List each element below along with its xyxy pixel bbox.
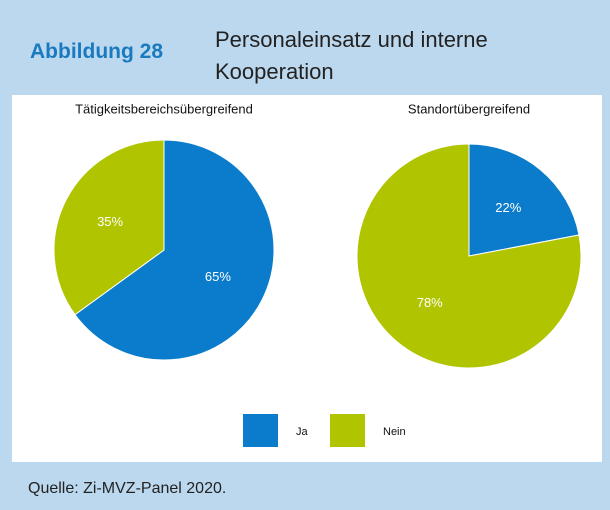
pie-slice — [356, 143, 582, 369]
chart: Tätigkeitsbereichsübergreifend 65% 35% Stan… — [53, 101, 582, 447]
pie-slice — [468, 143, 580, 257]
figure-title: Personaleinsatz und interne Kooperation — [215, 27, 488, 84]
pie-title: Tätigkeitsbereichsübergreifend — [75, 101, 253, 116]
slice-label: 22% — [495, 200, 521, 215]
legend-label: Ja — [296, 426, 309, 438]
chart-panel: Tätigkeitsbereichsübergreifend 65% 35% Stan… — [12, 95, 602, 462]
pie-title: Standortübergreifend — [408, 101, 530, 116]
source: Quelle: Zi-MVZ-Panel 2020. — [28, 480, 227, 497]
figure-label: Abbildung 28 — [30, 40, 163, 63]
slice-label: 65% — [205, 269, 231, 284]
pie-slice — [53, 139, 165, 316]
legend-swatch — [243, 414, 278, 447]
legend-swatch — [330, 414, 365, 447]
legend-label: Nein — [383, 426, 406, 438]
slice-label: 78% — [417, 295, 443, 310]
slice-label: 35% — [97, 214, 123, 229]
pie-slice — [74, 139, 275, 361]
